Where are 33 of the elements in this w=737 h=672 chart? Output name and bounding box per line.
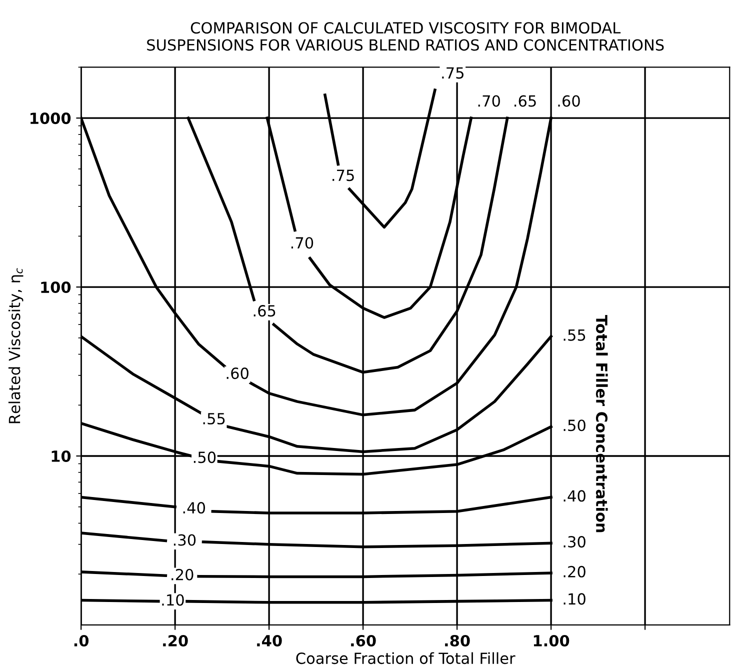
x-tick-label: .40 [257, 634, 282, 647]
y2-axis-title: Total Filler Concentration [596, 315, 608, 532]
text: .60 [558, 95, 580, 107]
text: .20 [564, 566, 586, 578]
x-tick-label: .20 [163, 634, 188, 647]
text: .55 [564, 330, 586, 341]
y-tick-label: 10 [52, 450, 71, 462]
text: .75 [442, 67, 464, 79]
text: .40 [564, 490, 586, 502]
x-axis-title: Coarse Fraction of Total Filler [296, 652, 516, 664]
x-tick-label: .60 [351, 634, 376, 647]
y-axis-title: Related Viscosity, η$_{c}$ [8, 268, 24, 424]
x-tick-label: .80 [445, 634, 470, 647]
text: .10 [564, 593, 586, 605]
text: .30 [564, 536, 586, 548]
series-label: .65 [254, 305, 276, 317]
series-label: .60 [226, 368, 248, 380]
series-label: .10 [162, 594, 184, 606]
text: .70 [478, 95, 500, 107]
x-tick-label: .0 [74, 634, 89, 647]
y-tick-label: 100 [41, 281, 71, 294]
series-label: .20 [172, 568, 194, 580]
text: .65 [514, 95, 536, 107]
chart-title: COMPARISON OF CALCULATED VISCOSITY FOR BIMODAL SUSPENSIONS FOR VARIOUS BLEND RATIOS AND CONCENTRATIONS [147, 22, 664, 51]
series-label: .40 [183, 502, 205, 514]
series-label: .50 [194, 452, 216, 464]
series-label: .75 [332, 170, 354, 182]
text: .50 [564, 420, 586, 432]
y-tick-label: 1000 [30, 112, 71, 124]
series-label: .55 [203, 413, 225, 424]
x-tick-label: 1.00 [534, 634, 570, 647]
series-label: .70 [291, 237, 314, 249]
series-label: .30 [174, 534, 196, 546]
